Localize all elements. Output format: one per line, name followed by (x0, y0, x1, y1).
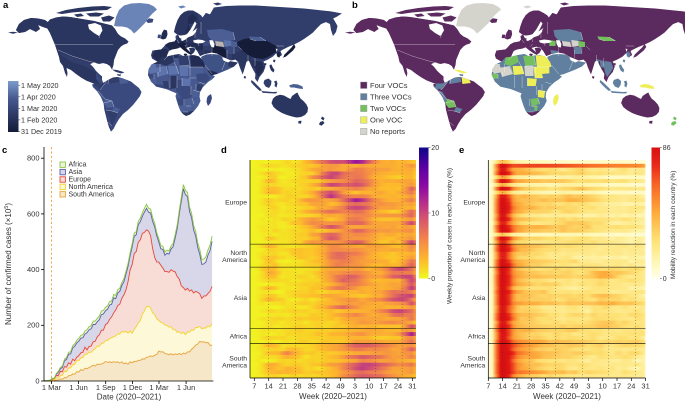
svg-text:35: 35 (308, 382, 316, 391)
svg-text:10: 10 (365, 382, 373, 391)
svg-text:Asia: Asia (69, 169, 83, 176)
svg-text:South America: South America (69, 191, 115, 198)
svg-text:Mobility reduction in each cou: Mobility reduction in each country (%) (670, 171, 677, 279)
svg-text:America: America (460, 362, 485, 369)
svg-text:1 Feb 2020: 1 Feb 2020 (21, 116, 57, 125)
svg-text:1 May 2020: 1 May 2020 (21, 81, 59, 90)
svg-text:Asia: Asia (234, 295, 247, 302)
svg-text:1 Mar: 1 Mar (149, 383, 169, 392)
svg-text:Europe: Europe (69, 177, 92, 184)
svg-text:Africa: Africa (230, 333, 248, 340)
svg-text:21: 21 (513, 382, 521, 391)
svg-text:0: 0 (663, 276, 667, 283)
svg-text:42: 42 (322, 382, 330, 391)
svg-text:One VOC: One VOC (370, 116, 403, 125)
svg-text:3: 3 (586, 382, 590, 391)
svg-text:24: 24 (627, 382, 635, 391)
svg-text:35: 35 (541, 382, 549, 391)
svg-text:North: North (230, 250, 247, 257)
svg-text:c: c (2, 145, 7, 156)
svg-text:Africa: Africa (69, 162, 87, 169)
svg-text:14: 14 (265, 382, 273, 391)
svg-text:Week (2020–2021): Week (2020–2021) (533, 392, 601, 401)
svg-text:Three VOCs: Three VOCs (370, 92, 412, 101)
svg-text:3: 3 (353, 382, 357, 391)
svg-text:Europe: Europe (225, 200, 247, 207)
svg-text:Two VOCs: Two VOCs (370, 104, 406, 113)
svg-text:0: 0 (431, 276, 435, 283)
svg-text:400: 400 (27, 265, 40, 274)
svg-text:Europe: Europe (463, 200, 485, 207)
svg-text:South: South (229, 355, 247, 362)
svg-text:31: 31 (408, 382, 416, 391)
svg-text:America: America (222, 257, 247, 264)
svg-text:42: 42 (556, 382, 564, 391)
svg-text:28: 28 (293, 382, 301, 391)
svg-text:0: 0 (35, 376, 39, 385)
svg-text:31: 31 (641, 382, 649, 391)
svg-text:20: 20 (431, 145, 439, 152)
svg-text:17: 17 (379, 382, 387, 391)
svg-text:14: 14 (498, 382, 506, 391)
svg-text:800: 800 (27, 154, 40, 163)
svg-text:21: 21 (279, 382, 287, 391)
svg-text:Africa: Africa (468, 333, 486, 340)
svg-text:10: 10 (599, 382, 607, 391)
svg-text:49: 49 (570, 382, 578, 391)
svg-text:a: a (3, 0, 9, 11)
svg-text:1 Jun: 1 Jun (69, 383, 87, 392)
svg-text:24: 24 (394, 382, 402, 391)
svg-text:7: 7 (252, 382, 256, 391)
svg-text:e: e (459, 145, 464, 156)
svg-text:Date (2020–2021): Date (2020–2021) (97, 393, 162, 402)
svg-text:America: America (222, 362, 247, 369)
svg-text:Asia: Asia (472, 295, 485, 302)
svg-text:1 Mar 2020: 1 Mar 2020 (21, 104, 57, 113)
svg-text:1 Jun: 1 Jun (177, 383, 195, 392)
svg-text:Weekly proportion of cases in: Weekly proportion of cases in each count… (447, 168, 454, 304)
svg-text:America: America (460, 257, 485, 264)
svg-text:28: 28 (527, 382, 535, 391)
svg-text:31 Dec 2019: 31 Dec 2019 (21, 127, 62, 136)
svg-text:No reports: No reports (370, 127, 405, 136)
svg-text:Four VOCs: Four VOCs (370, 81, 408, 90)
svg-text:200: 200 (27, 321, 40, 330)
svg-text:86: 86 (663, 145, 671, 152)
svg-text:1 Mar: 1 Mar (42, 383, 62, 392)
svg-text:North: North (469, 250, 486, 257)
svg-text:10: 10 (431, 211, 439, 218)
svg-text:7: 7 (486, 382, 490, 391)
svg-text:1 Dec: 1 Dec (123, 383, 143, 392)
svg-text:North America: North America (69, 184, 113, 191)
svg-text:1 Sep: 1 Sep (96, 383, 116, 392)
svg-text:d: d (221, 145, 227, 156)
svg-text:17: 17 (613, 382, 621, 391)
svg-text:Number of confirmed cases (×10: Number of confirmed cases (×105) (4, 203, 13, 325)
svg-text:Week (2020–2021): Week (2020–2021) (299, 392, 367, 401)
svg-text:49: 49 (336, 382, 344, 391)
svg-text:South: South (468, 355, 486, 362)
svg-text:b: b (352, 0, 358, 11)
svg-text:600: 600 (27, 209, 40, 218)
svg-text:1 Apr 2020: 1 Apr 2020 (21, 92, 56, 101)
